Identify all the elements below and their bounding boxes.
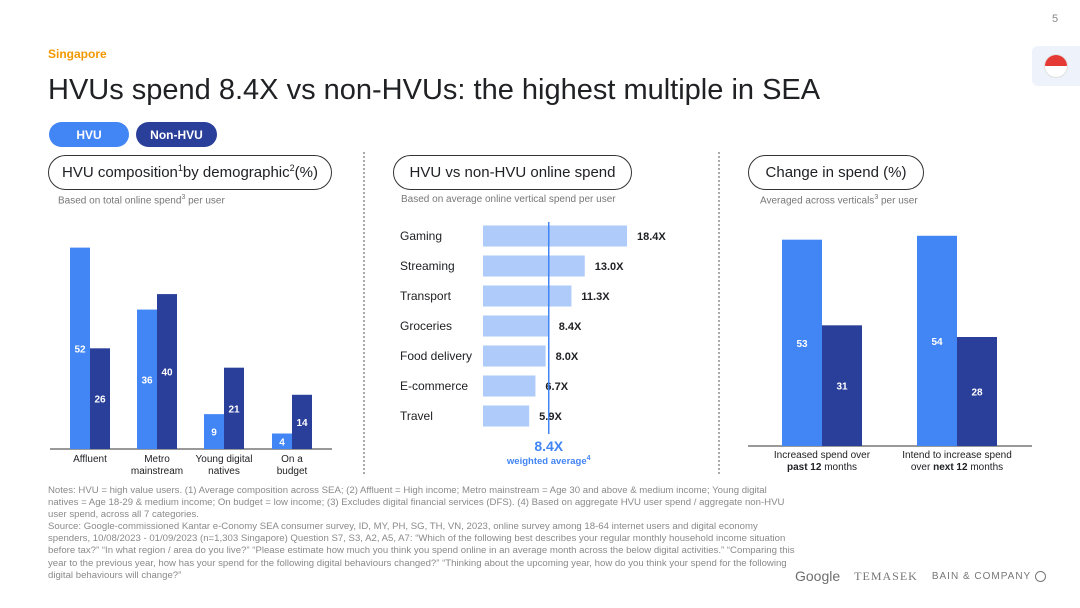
composition-chart-subtitle: Based on total online spend3 per user bbox=[58, 194, 225, 207]
weighted-average-value: 8.4X bbox=[534, 438, 563, 454]
change-category-label: over next 12 months bbox=[911, 462, 1003, 473]
composition-bar bbox=[70, 247, 90, 449]
composition-value-label: 26 bbox=[94, 395, 106, 406]
spend-value-label: 8.4X bbox=[559, 321, 582, 333]
composition-value-label: 14 bbox=[296, 418, 308, 429]
change-category-label: Intend to increase spend bbox=[902, 450, 1012, 461]
spend-bar bbox=[483, 315, 549, 337]
spend-category-label: Groceries bbox=[400, 319, 452, 333]
spend-category-label: Streaming bbox=[400, 259, 455, 273]
spend-chart-subtitle: Based on average online vertical spend p… bbox=[401, 194, 616, 205]
legend-hvu: HVU bbox=[49, 122, 129, 147]
spend-bar bbox=[483, 375, 536, 397]
footnote-notes: Notes: HVU = high value users. (1) Avera… bbox=[48, 485, 785, 521]
change-bar bbox=[782, 239, 822, 446]
change-category-label: Increased spend over bbox=[774, 450, 871, 461]
change-value-label: 54 bbox=[931, 337, 943, 348]
bain-logo: BAIN & COMPANY bbox=[932, 570, 1047, 582]
composition-value-label: 9 bbox=[211, 428, 217, 439]
spend-bar bbox=[483, 255, 585, 277]
weighted-average-caption: weighted average4 bbox=[506, 455, 591, 467]
composition-bar bbox=[90, 348, 110, 449]
spend-bar bbox=[483, 405, 530, 427]
change-chart-title: Change in spend (%) bbox=[748, 155, 924, 190]
change-value-label: 31 bbox=[836, 382, 848, 393]
composition-category-label: mainstream bbox=[131, 466, 183, 477]
composition-chart-title: HVU composition 1 by demographic 2 (%) bbox=[48, 155, 332, 190]
composition-bar bbox=[157, 294, 177, 449]
country-flag-card bbox=[1032, 46, 1080, 86]
footnote-source: Source: Google-commissioned Kantar e-Con… bbox=[48, 521, 795, 581]
composition-value-label: 21 bbox=[228, 404, 240, 415]
spend-value-label: 8.0X bbox=[556, 351, 579, 363]
composition-bar bbox=[137, 309, 157, 449]
spend-category-label: Gaming bbox=[400, 229, 442, 243]
spend-value-label: 13.0X bbox=[595, 261, 624, 273]
change-bar bbox=[917, 235, 957, 446]
composition-value-label: 36 bbox=[141, 375, 153, 386]
composition-category-label: Metro bbox=[144, 454, 170, 465]
page-number: 5 bbox=[1052, 13, 1059, 25]
composition-category-label: On a bbox=[281, 454, 303, 465]
spend-chart-title: HVU vs non-HVU online spend bbox=[393, 155, 632, 190]
spend-category-label: Transport bbox=[400, 289, 452, 303]
spend-category-label: Food delivery bbox=[400, 349, 472, 363]
composition-bar bbox=[292, 394, 312, 449]
spend-bar bbox=[483, 225, 627, 247]
change-value-label: 28 bbox=[971, 388, 983, 399]
composition-bar bbox=[204, 414, 224, 449]
composition-category-label: Young digital bbox=[196, 454, 253, 465]
change-value-label: 53 bbox=[796, 339, 808, 350]
composition-value-label: 40 bbox=[161, 368, 173, 379]
spend-value-label: 11.3X bbox=[581, 291, 610, 303]
composition-category-label: budget bbox=[277, 466, 308, 477]
composition-category-label: Affluent bbox=[73, 454, 107, 465]
section-divider-2 bbox=[718, 152, 720, 474]
temasek-logo: TEMASEK bbox=[854, 568, 918, 583]
footnotes: Notes: HVU = high value users. (1) Avera… bbox=[48, 485, 798, 582]
change-bar bbox=[822, 325, 862, 446]
country-label: Singapore bbox=[48, 47, 107, 61]
bain-mark-icon bbox=[1035, 570, 1047, 582]
composition-category-label: natives bbox=[208, 466, 240, 477]
composition-bar bbox=[272, 433, 292, 449]
composition-bar bbox=[224, 367, 244, 449]
change-category-label: past 12 months bbox=[787, 462, 857, 473]
spend-value-label: 5.9X bbox=[539, 411, 562, 423]
section-divider-1 bbox=[363, 152, 365, 474]
google-logo: Google bbox=[795, 568, 841, 584]
spend-bar bbox=[483, 285, 572, 307]
legend-non-hvu: Non-HVU bbox=[136, 122, 217, 147]
composition-value-label: 4 bbox=[279, 437, 285, 448]
change-bar bbox=[957, 337, 997, 446]
partner-logos: Google TEMASEK BAIN & COMPANY bbox=[795, 568, 1047, 584]
singapore-flag-icon bbox=[1044, 54, 1068, 78]
spend-category-label: E-commerce bbox=[400, 379, 468, 393]
spend-value-label: 6.7X bbox=[545, 381, 568, 393]
spend-value-label: 18.4X bbox=[637, 231, 666, 243]
spend-bar bbox=[483, 345, 546, 367]
page-title: HVUs spend 8.4X vs non-HVUs: the highest… bbox=[48, 74, 821, 106]
change-chart-subtitle: Averaged across verticals3 per user bbox=[760, 194, 918, 207]
spend-category-label: Travel bbox=[400, 409, 433, 423]
composition-value-label: 52 bbox=[74, 344, 86, 355]
